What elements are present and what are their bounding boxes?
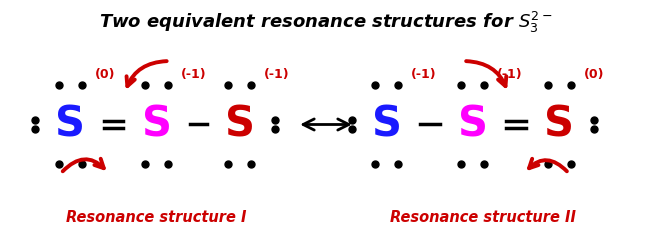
Text: (-1): (-1) [181, 67, 207, 81]
Text: S: S [55, 104, 85, 145]
Text: Resonance structure I: Resonance structure I [67, 210, 247, 225]
Text: S: S [141, 104, 171, 145]
Text: (0): (0) [95, 67, 115, 81]
Text: S: S [458, 104, 488, 145]
Text: Resonance structure II: Resonance structure II [389, 210, 576, 225]
Text: S: S [544, 104, 574, 145]
Text: (-1): (-1) [411, 67, 437, 81]
Text: S: S [225, 104, 255, 145]
Text: Two equivalent resonance structures for $S_3^{2-}$: Two equivalent resonance structures for … [99, 10, 553, 35]
Text: (-1): (-1) [264, 67, 289, 81]
Text: (0): (0) [584, 67, 604, 81]
Text: (-1): (-1) [497, 67, 523, 81]
Text: S: S [372, 104, 402, 145]
